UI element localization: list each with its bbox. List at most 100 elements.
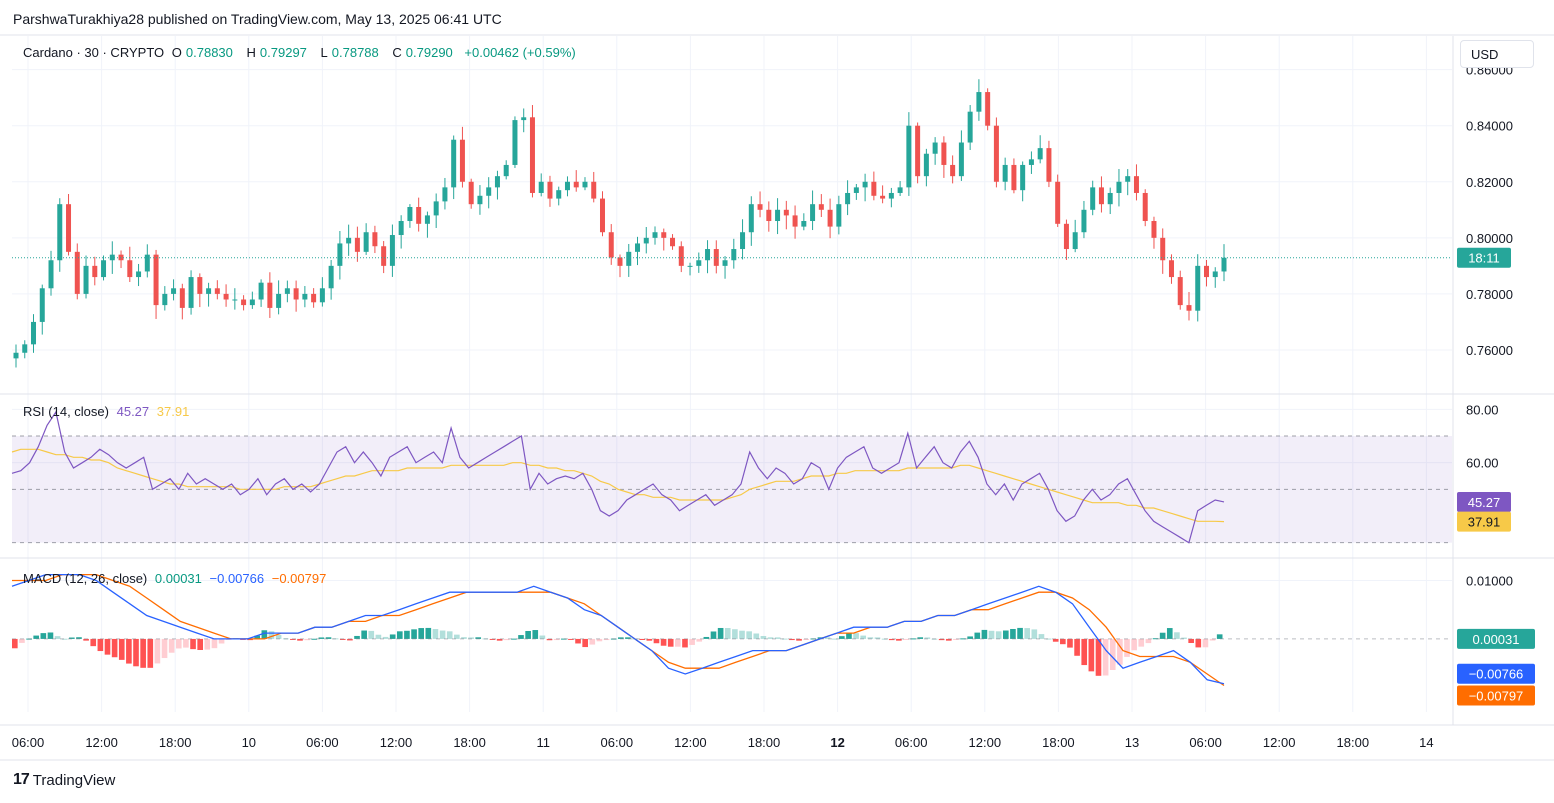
open-label: O	[171, 45, 182, 60]
macd-hist-bar	[1081, 638, 1088, 666]
macd-hist-bar	[596, 638, 603, 642]
candle-body	[1037, 148, 1043, 160]
macd-hist-bar	[161, 638, 168, 659]
candle-body	[197, 277, 203, 294]
macd-hist-bar	[19, 638, 25, 643]
candle-body	[1177, 277, 1183, 306]
macd-hist-bar	[1024, 628, 1031, 639]
candle-body	[1133, 176, 1139, 193]
macd-hist-bar	[967, 636, 973, 639]
candle-body	[792, 215, 798, 227]
low-value: 0.78788	[331, 45, 379, 60]
macd-hist-bar	[468, 637, 474, 639]
published-header: ParshwaTurakhiya28 published on TradingV…	[13, 11, 502, 27]
candle-body	[494, 176, 500, 188]
high-label: H	[246, 45, 256, 60]
macd-hist-bar	[1138, 638, 1145, 647]
candle-body	[643, 237, 649, 244]
candle-body	[906, 125, 912, 188]
macd-hist-bar	[47, 632, 54, 639]
symbol-name[interactable]: Cardano · 30 · CRYPTO	[23, 45, 165, 60]
candle-body	[687, 265, 693, 267]
macd-hist-bar	[175, 638, 182, 649]
macd-hist-bar	[1002, 630, 1009, 639]
macd-hist-bar	[1010, 628, 1016, 639]
candle-body	[529, 117, 535, 193]
candle-body	[39, 288, 45, 322]
macd-hist-bar	[12, 638, 18, 649]
macd-hist-bar	[268, 631, 275, 639]
candle-body	[1028, 159, 1034, 165]
macd-hist-bar	[183, 638, 189, 648]
time-tick-label: 14	[1419, 735, 1433, 750]
macd-hist-value: 0.00031	[154, 571, 202, 586]
symbol-legend: Cardano · 30 · CRYPTO O 0.78830 H 0.79297 …	[23, 45, 580, 60]
macd-label[interactable]: MACD (12, 26, close)	[23, 571, 148, 586]
candle-body	[670, 237, 676, 247]
time-tick-label: 12:00	[969, 735, 1002, 750]
time-tick-label: 06:00	[306, 735, 339, 750]
candle-body	[214, 288, 220, 294]
macd-hist-bar	[254, 635, 261, 639]
candle-body	[1116, 181, 1122, 193]
macd-hist-bar	[625, 637, 631, 639]
macd-hist-bar	[888, 638, 895, 641]
macd-hist-bar	[511, 638, 517, 640]
rsi-label[interactable]: RSI (14, close)	[23, 404, 109, 419]
macd-hist-bar	[1159, 632, 1166, 639]
price-countdown-badge-bg	[1457, 247, 1511, 268]
macd-hist-bar	[1188, 638, 1194, 644]
candle-body	[1020, 164, 1026, 191]
macd-hist-bar	[140, 638, 146, 668]
currency-button[interactable]: USD	[1460, 40, 1534, 68]
macd-hist-bar	[1102, 638, 1109, 676]
rsi-line	[11, 410, 1225, 544]
time-tick-label: 12:00	[674, 735, 707, 750]
macd-hist-bar	[560, 638, 567, 640]
candle-body	[363, 232, 369, 252]
macd-hist-bar	[1145, 638, 1152, 644]
open-value: 0.78830	[185, 45, 233, 60]
macd-hist-bar	[1038, 634, 1045, 639]
macd-hist-bar	[439, 630, 446, 639]
macd-hist-bar	[76, 637, 82, 639]
candle-body	[1160, 237, 1166, 261]
candle-body	[582, 181, 588, 188]
tradingview-logo-icon: 17	[13, 771, 30, 788]
candle-body	[591, 181, 597, 199]
price-tick-label: 0.80000	[1466, 231, 1513, 246]
time-tick-label: 10	[242, 735, 256, 750]
time-tick-label: 18:00	[1337, 735, 1370, 750]
candle-body	[503, 164, 509, 177]
candle-body	[853, 187, 859, 193]
candle-body	[810, 204, 816, 222]
time-tick-label: 06:00	[895, 735, 928, 750]
macd-hist-bar	[126, 638, 132, 664]
candle-body	[118, 254, 124, 261]
candle-body	[241, 299, 247, 306]
candle-body	[389, 235, 395, 266]
macd-series	[11, 573, 1452, 687]
macd-tick-label: 0.01000	[1466, 573, 1513, 588]
candle-body	[354, 237, 360, 252]
macd-hist-bar	[839, 636, 845, 639]
macd-hist-bar	[33, 635, 40, 639]
tradingview-brand: 17 TradingView	[13, 771, 115, 789]
macd-hist-bar	[382, 636, 389, 639]
macd-hist-bar	[696, 638, 703, 642]
candle-body	[538, 181, 544, 193]
brand-name: TradingView	[32, 771, 116, 789]
candle-body	[223, 293, 229, 300]
candle-body	[1107, 192, 1113, 205]
candle-body	[293, 288, 299, 300]
macd-hist-bar	[618, 637, 624, 639]
macd-hist-bar	[546, 638, 553, 641]
macd-hist-bar	[831, 638, 838, 640]
candle-body	[276, 293, 282, 308]
candle-body	[775, 209, 781, 222]
candle-body	[512, 120, 518, 165]
macd-hist-bar	[653, 638, 660, 644]
candlestick-series	[13, 79, 1227, 368]
macd-hist-bar	[1109, 638, 1116, 671]
candle-body	[985, 92, 991, 126]
